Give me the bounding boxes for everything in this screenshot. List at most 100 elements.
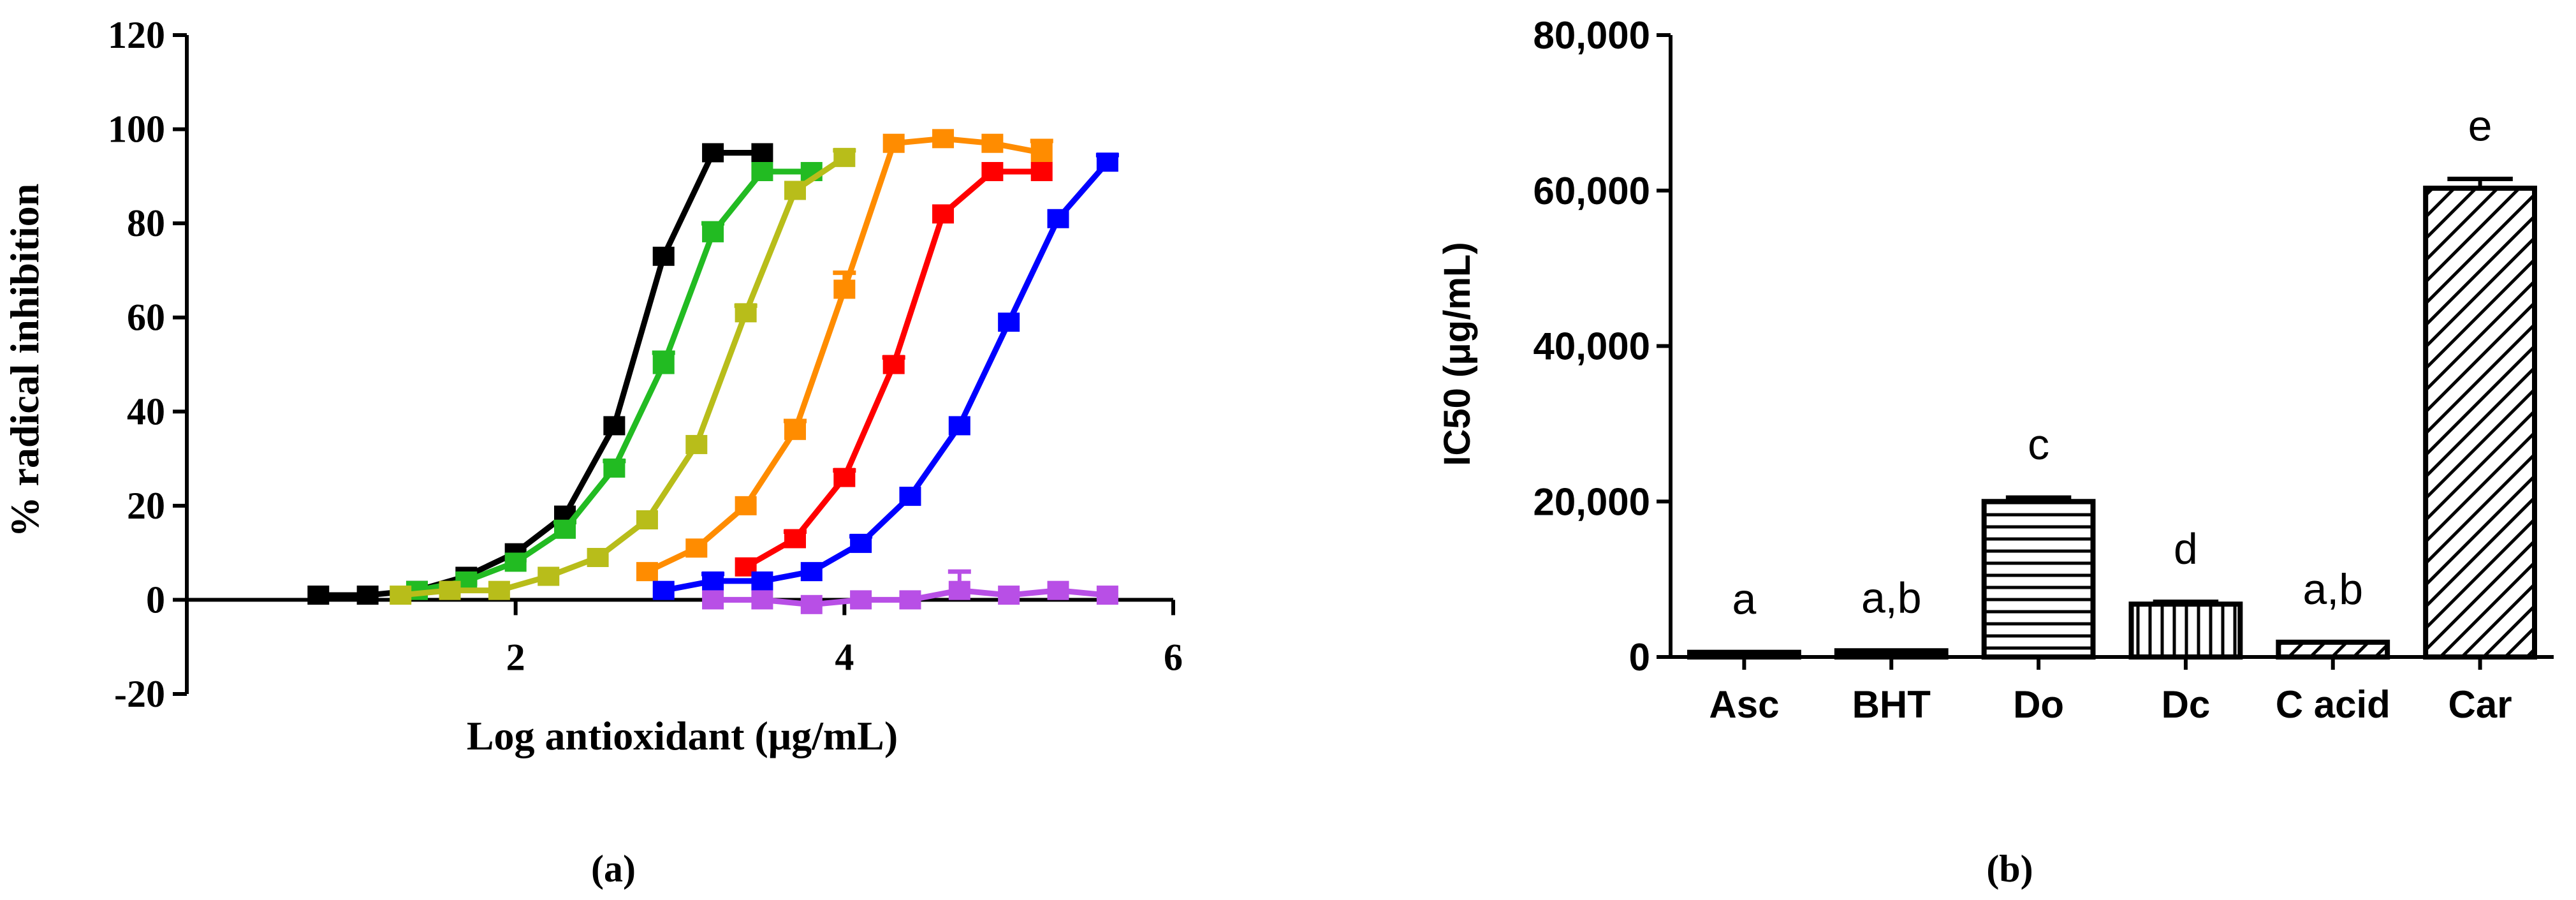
series-line bbox=[318, 149, 763, 598]
data-point bbox=[307, 586, 330, 605]
significance-label: a,b bbox=[2302, 565, 2363, 614]
y-tick-label: 80 bbox=[127, 202, 165, 244]
data-point bbox=[1096, 586, 1118, 605]
data-point bbox=[882, 355, 905, 374]
y-tick-label: 20,000 bbox=[1533, 480, 1650, 523]
data-point bbox=[751, 571, 773, 591]
data-point bbox=[948, 580, 970, 600]
significance-label: e bbox=[2468, 101, 2492, 150]
data-point bbox=[784, 420, 806, 440]
data-point bbox=[899, 590, 921, 610]
panel-label-a: (a) bbox=[591, 848, 636, 890]
series-line bbox=[662, 160, 1110, 594]
series-group bbox=[307, 129, 1119, 614]
data-point bbox=[784, 181, 806, 200]
bar-car: e bbox=[2423, 101, 2537, 660]
x-tick-label: C acid bbox=[2276, 683, 2390, 726]
y-tick-label: -20 bbox=[114, 673, 165, 715]
data-point bbox=[751, 143, 773, 163]
data-point bbox=[587, 548, 609, 568]
series-green bbox=[406, 161, 823, 600]
data-point bbox=[603, 458, 626, 478]
y-tick-label: 0 bbox=[146, 579, 165, 621]
data-point bbox=[636, 510, 658, 529]
data-point bbox=[702, 590, 724, 610]
y-axis-title: IC50 (μg/mL) bbox=[1437, 242, 1478, 466]
data-point bbox=[1030, 161, 1053, 181]
data-point bbox=[439, 580, 461, 600]
series-line bbox=[400, 155, 846, 598]
data-point bbox=[504, 552, 527, 572]
series-line bbox=[645, 135, 1043, 575]
series-blue bbox=[652, 152, 1119, 600]
data-point bbox=[685, 538, 708, 558]
data-point bbox=[899, 487, 921, 506]
bars-group: a a,b c d a,b e bbox=[1687, 101, 2537, 660]
data-point bbox=[652, 355, 675, 374]
data-point bbox=[833, 279, 856, 299]
data-point bbox=[1047, 580, 1069, 600]
data-point bbox=[735, 496, 757, 515]
data-point bbox=[636, 562, 658, 582]
data-point bbox=[998, 313, 1020, 332]
data-point bbox=[800, 594, 823, 614]
bar bbox=[1981, 499, 2096, 660]
data-point bbox=[833, 468, 856, 487]
data-point bbox=[702, 223, 724, 242]
y-tick-label: 80,000 bbox=[1533, 14, 1650, 57]
y-tick-label: 100 bbox=[108, 108, 165, 151]
data-point bbox=[603, 416, 626, 436]
y-tick-label: 60,000 bbox=[1533, 170, 1650, 212]
data-point bbox=[652, 580, 675, 600]
data-point bbox=[356, 586, 379, 605]
significance-label: c bbox=[2028, 420, 2049, 469]
bar-dc: d bbox=[2128, 524, 2243, 660]
data-point bbox=[981, 133, 1004, 153]
data-point bbox=[850, 533, 872, 553]
series-yellow-green bbox=[390, 147, 856, 605]
y-tick-label: 40 bbox=[127, 390, 165, 432]
y-tick-label: 0 bbox=[1629, 636, 1650, 679]
data-point bbox=[751, 161, 773, 181]
x-axis-title: Log antioxidant (μg/mL) bbox=[467, 713, 898, 758]
data-point bbox=[833, 147, 856, 167]
data-point bbox=[652, 246, 675, 266]
data-point bbox=[981, 161, 1004, 181]
data-point bbox=[751, 590, 773, 610]
y-tick-label: 60 bbox=[127, 297, 165, 339]
data-point bbox=[735, 303, 757, 323]
y-axis: -20 0 20 40 60 80 100 120 bbox=[108, 14, 189, 715]
bar-do: c bbox=[1981, 420, 2096, 660]
bar-chart-panel: IC50 (μg/mL) 0 20,000 40,000 60,000 80,000 a… bbox=[1437, 14, 2554, 890]
x-tick-label: Do bbox=[2013, 683, 2064, 726]
data-point bbox=[488, 580, 510, 600]
line-chart-panel: % radical inhibition -20020406080100120 … bbox=[2, 14, 1183, 890]
data-point bbox=[554, 519, 576, 539]
x-tick-label: Asc bbox=[1709, 683, 1779, 726]
x-axis: Asc BHT Do Dc C acid Car bbox=[1671, 655, 2554, 726]
series-orange bbox=[636, 129, 1053, 582]
x-tick-label: 6 bbox=[1164, 636, 1183, 678]
data-point bbox=[390, 586, 412, 605]
x-tick-label: 2 bbox=[506, 636, 525, 678]
data-point bbox=[685, 434, 708, 454]
data-point bbox=[800, 562, 823, 582]
x-tick-label: BHT bbox=[1852, 683, 1931, 726]
data-point bbox=[1030, 143, 1053, 163]
bar bbox=[2423, 186, 2537, 660]
x-tick-label: 4 bbox=[835, 636, 854, 678]
x-tick-label: Car bbox=[2448, 683, 2512, 726]
bar bbox=[2276, 639, 2390, 660]
data-point bbox=[998, 586, 1020, 605]
x-tick-label: Dc bbox=[2162, 683, 2211, 726]
data-point bbox=[882, 133, 905, 153]
significance-label: a,b bbox=[1861, 573, 1922, 622]
data-point bbox=[538, 566, 560, 586]
y-tick-label: 40,000 bbox=[1533, 325, 1650, 368]
data-point bbox=[850, 590, 872, 610]
bar-bht: a,b bbox=[1834, 573, 1949, 660]
series-purple bbox=[702, 569, 1118, 614]
bar-c-acid: a,b bbox=[2276, 565, 2390, 660]
data-point bbox=[784, 529, 806, 549]
